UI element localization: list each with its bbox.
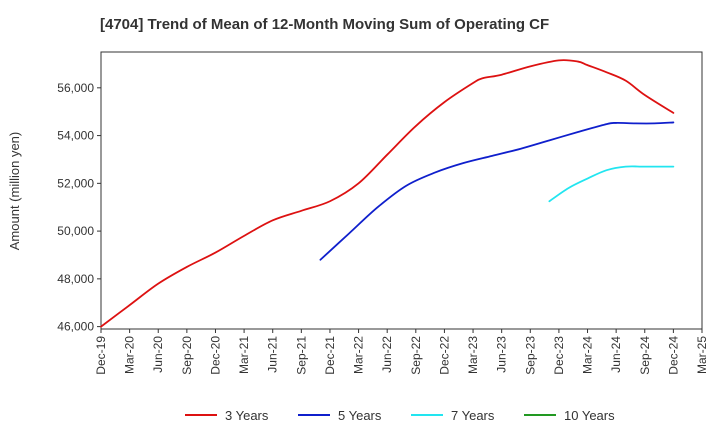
x-tick-label: Jun-21 <box>266 336 280 373</box>
x-tick-label: Dec-20 <box>208 336 222 375</box>
y-tick-label: 48,000 <box>57 272 94 286</box>
legend-label-5-years: 5 Years <box>338 408 382 423</box>
y-tick-label: 50,000 <box>57 224 94 238</box>
x-tick-label: Sep-20 <box>180 336 194 375</box>
y-axis-label: Amount (million yen) <box>7 132 22 251</box>
series-line-3-years <box>100 59 675 328</box>
x-tick-label: Sep-23 <box>523 336 537 375</box>
legend-label-3-years: 3 Years <box>225 408 269 423</box>
x-tick-label: Mar-24 <box>581 336 595 374</box>
x-tick-label: Jun-20 <box>151 336 165 373</box>
x-tick-label: Mar-21 <box>237 336 251 374</box>
x-tick-label: Dec-22 <box>437 336 451 375</box>
x-tick-label: Mar-23 <box>466 336 480 374</box>
y-tick-label: 46,000 <box>57 320 94 334</box>
x-tick-label: Dec-24 <box>666 336 680 375</box>
x-tick-label: Dec-21 <box>323 336 337 375</box>
legend: 3 Years 5 Years 7 Years 10 Years <box>185 408 615 423</box>
x-tick-label: Dec-23 <box>552 336 566 375</box>
chart-title: [4704] Trend of Mean of 12-Month Moving … <box>100 16 549 33</box>
x-tick-label: Jun-23 <box>495 336 509 373</box>
x-tick-label: Jun-22 <box>380 336 394 373</box>
plot-frame <box>100 51 703 330</box>
x-tick-label: Jun-24 <box>609 336 623 373</box>
legend-label-7-years: 7 Years <box>451 408 495 423</box>
y-tick-label: 54,000 <box>57 129 94 143</box>
series-line-5-years <box>319 121 675 261</box>
x-tick-label: Sep-24 <box>638 336 652 375</box>
x-tick-label: Sep-21 <box>294 336 308 375</box>
y-tick-label: 56,000 <box>57 81 94 95</box>
plot-area: 46,000 48,000 50,000 52,000 54,000 56,000 Dec-… <box>57 51 709 375</box>
x-tick-label: Mar-25 <box>695 336 709 374</box>
x-tick-label: Dec-19 <box>94 336 108 375</box>
x-tick-label: Mar-20 <box>123 336 137 374</box>
legend-label-10-years: 10 Years <box>564 408 615 423</box>
x-tick-label: Mar-22 <box>352 336 366 374</box>
x-tick-label: Sep-22 <box>409 336 423 375</box>
series-line-7-years <box>548 165 675 203</box>
y-tick-label: 52,000 <box>57 176 94 190</box>
